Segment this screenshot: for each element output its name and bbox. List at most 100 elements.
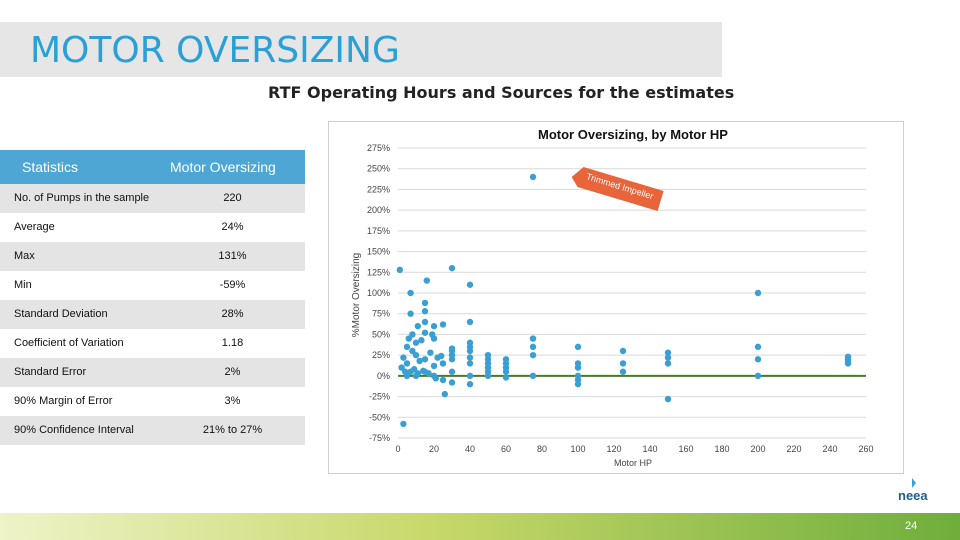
data-point bbox=[619, 347, 627, 355]
row-value: 1.18 bbox=[221, 337, 244, 349]
x-tick-label: 60 bbox=[501, 444, 511, 454]
page-subtitle-text: RTF Operating Hours and Sources for the … bbox=[268, 83, 735, 102]
row-label: Max bbox=[14, 250, 35, 262]
x-tick-label: 80 bbox=[537, 444, 547, 454]
row-label: 90% Margin of Error bbox=[14, 395, 113, 407]
data-point bbox=[416, 357, 423, 365]
data-point bbox=[574, 380, 582, 388]
header-motor-oversizing: Motor Oversizing bbox=[170, 159, 276, 175]
statistics-table: Statistics Motor Oversizing No. of Pumps… bbox=[0, 150, 305, 445]
row-value: 131% bbox=[218, 250, 247, 262]
data-point bbox=[412, 351, 420, 359]
table-row: Average 24% bbox=[0, 213, 305, 242]
data-point bbox=[439, 360, 447, 367]
data-point bbox=[439, 321, 447, 328]
data-point bbox=[403, 343, 411, 351]
row-label: Min bbox=[14, 279, 32, 291]
data-point bbox=[439, 376, 447, 384]
data-point bbox=[574, 343, 582, 351]
data-point bbox=[423, 277, 430, 284]
y-tick-label: 200% bbox=[367, 205, 390, 215]
data-point bbox=[529, 351, 537, 359]
data-point bbox=[421, 308, 429, 315]
data-point bbox=[407, 310, 414, 317]
data-point bbox=[466, 372, 474, 380]
row-label: Standard Deviation bbox=[14, 308, 108, 320]
y-tick-label: 250% bbox=[367, 164, 390, 174]
y-tick-label: 175% bbox=[367, 226, 390, 236]
data-point bbox=[619, 360, 627, 367]
row-label: Coefficient of Variation bbox=[14, 337, 124, 349]
row-label: Average bbox=[14, 221, 55, 233]
annotation-arrow bbox=[571, 167, 664, 211]
table-row: 90% Margin of Error 3% bbox=[0, 387, 305, 416]
data-point bbox=[574, 360, 582, 367]
y-tick-label: 125% bbox=[367, 267, 390, 277]
data-point bbox=[754, 356, 762, 363]
data-point bbox=[664, 395, 672, 403]
data-point bbox=[427, 349, 434, 356]
data-point bbox=[409, 331, 416, 338]
data-point bbox=[466, 360, 474, 367]
y-tick-label: 275% bbox=[367, 143, 390, 153]
data-point bbox=[448, 264, 456, 272]
data-point bbox=[421, 356, 429, 363]
title-band bbox=[0, 22, 722, 77]
data-point bbox=[414, 370, 421, 377]
data-point bbox=[466, 339, 474, 346]
data-point bbox=[844, 353, 852, 360]
row-value: 2% bbox=[224, 366, 241, 378]
x-tick-label: 200 bbox=[750, 444, 765, 454]
data-point bbox=[396, 266, 403, 273]
neea-logo-icon: neea bbox=[898, 478, 928, 503]
row-value: -59% bbox=[219, 279, 246, 291]
chart-title: Motor Oversizing, by Motor HP bbox=[538, 127, 728, 142]
data-point bbox=[405, 335, 412, 342]
y-tick-label: -50% bbox=[369, 412, 390, 422]
data-point bbox=[432, 375, 439, 382]
y-tick-label: 0% bbox=[377, 371, 390, 381]
data-point bbox=[412, 339, 420, 346]
data-point bbox=[425, 370, 432, 377]
table-row: Standard Deviation 28% bbox=[0, 300, 305, 329]
data-point bbox=[411, 366, 418, 373]
data-point bbox=[448, 345, 456, 352]
table-row: No. of Pumps in the sample 220 bbox=[0, 184, 305, 213]
x-axis-label: Motor HP bbox=[614, 458, 652, 468]
data-point bbox=[529, 173, 537, 181]
data-point bbox=[529, 343, 537, 351]
data-point bbox=[466, 380, 474, 388]
data-point bbox=[403, 372, 411, 380]
y-tick-label: 25% bbox=[372, 350, 390, 360]
data-point bbox=[400, 420, 407, 428]
data-point bbox=[441, 390, 448, 398]
data-point bbox=[409, 347, 416, 355]
x-tick-label: 220 bbox=[786, 444, 801, 454]
data-point bbox=[466, 354, 474, 361]
y-tick-label: 150% bbox=[367, 247, 390, 257]
x-tick-label: 180 bbox=[714, 444, 729, 454]
data-point bbox=[466, 318, 474, 326]
data-point bbox=[529, 372, 537, 380]
row-value: 24% bbox=[221, 221, 244, 233]
data-point bbox=[502, 374, 510, 381]
data-point bbox=[502, 356, 510, 363]
data-point bbox=[664, 349, 672, 356]
data-point bbox=[754, 343, 762, 351]
y-axis-label: %Motor Oversizing bbox=[351, 253, 362, 337]
y-tick-label: 100% bbox=[367, 288, 390, 298]
footer-bar bbox=[0, 513, 960, 540]
table-row: Standard Error 2% bbox=[0, 358, 305, 387]
row-label: Standard Error bbox=[14, 366, 87, 378]
data-point bbox=[754, 289, 762, 297]
data-point bbox=[414, 322, 421, 330]
data-point bbox=[484, 351, 492, 359]
data-point bbox=[664, 354, 672, 361]
row-value: 3% bbox=[224, 395, 241, 407]
x-tick-label: 20 bbox=[429, 444, 439, 454]
data-point bbox=[664, 360, 672, 367]
data-point bbox=[421, 299, 429, 307]
data-point bbox=[619, 368, 627, 375]
y-tick-label: -25% bbox=[369, 392, 390, 402]
